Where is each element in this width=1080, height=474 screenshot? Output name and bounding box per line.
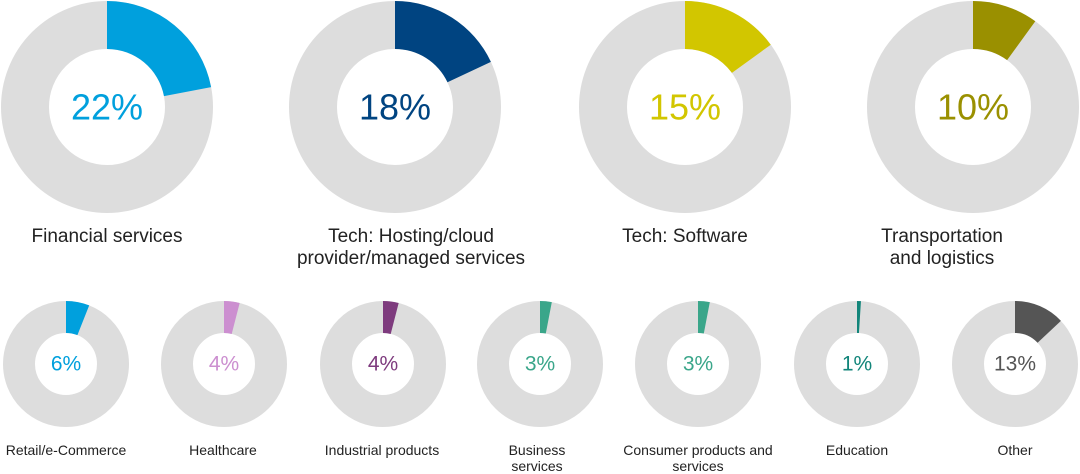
donut-segment-business-services: [540, 301, 552, 334]
donut-segment-industrial-products: [383, 301, 399, 334]
donut-value-retail-e-commerce: 6%: [51, 353, 81, 376]
donut-segment-consumer-products-and-services: [698, 301, 710, 334]
donut-segment-education: [857, 301, 861, 334]
donut-label-education: Education: [825, 442, 889, 458]
donut-value-tech-hosting-cloud-provider-managed-services: 18%: [359, 87, 431, 128]
donut-label-retail: Retail/e-Commerce: [5, 442, 127, 458]
donut-label-financial-services: Financial services: [31, 226, 183, 247]
donut-value-business-services: 3%: [525, 353, 555, 376]
donut-value-consumer-products-and-services: 3%: [683, 353, 713, 376]
donut-label-tech-software: Tech: Software: [622, 226, 748, 247]
donut-label-transportation: Transportation and logistics: [881, 226, 1003, 269]
donut-value-financial-services: 22%: [71, 87, 143, 128]
donut-value-healthcare: 4%: [209, 353, 239, 376]
donut-label-other: Other: [997, 442, 1033, 458]
donut-value-transportation-and-logistics: 10%: [937, 87, 1009, 128]
donut-value-tech-software: 15%: [649, 87, 721, 128]
donut-label-tech-hosting: Tech: Hosting/cloud provider/managed ser…: [296, 226, 526, 269]
donut-value-other: 13%: [994, 353, 1036, 376]
donut-value-education: 1%: [842, 353, 872, 376]
donut-segment-healthcare: [224, 301, 240, 334]
donut-label-consumer-products: Consumer products and services: [623, 442, 773, 474]
donut-value-industrial-products: 4%: [368, 353, 398, 376]
donut-label-healthcare: Healthcare: [189, 442, 257, 458]
donut-segment-financial-services: [107, 1, 212, 97]
donut-segment-tech-software: [685, 1, 771, 73]
donut-segment-transportation-and-logistics: [973, 1, 1036, 61]
donut-segment-retail-e-commerce: [66, 301, 90, 336]
donut-label-industrial: Industrial products: [324, 442, 440, 458]
donut-segment-other: [1015, 301, 1061, 343]
donut-segment-tech-hosting-cloud-provider-managed-services: [395, 1, 491, 83]
donut-label-business-services: Business services: [508, 442, 566, 474]
